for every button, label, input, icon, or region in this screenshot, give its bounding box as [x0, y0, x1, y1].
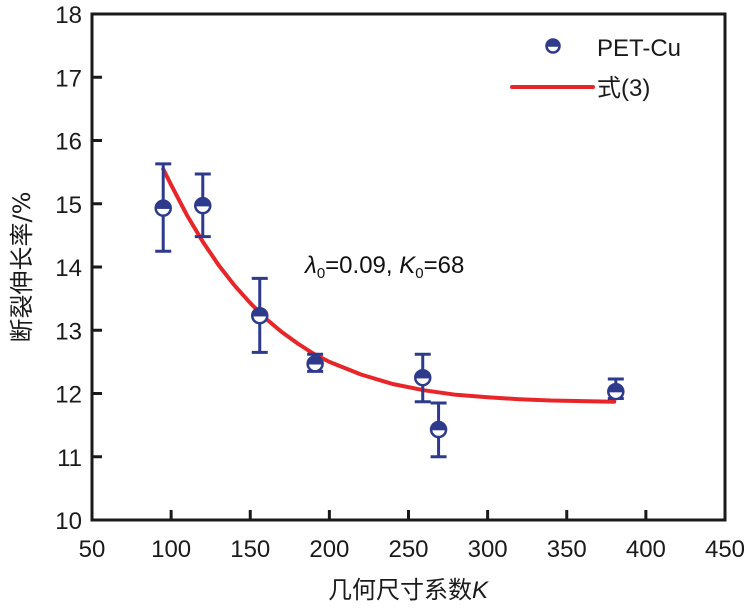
x-tick-label: 250 — [388, 536, 428, 563]
point-marker — [154, 199, 172, 217]
legend-marker-pet-cu — [545, 38, 561, 54]
annot-lambda-sub: 0 — [317, 265, 325, 282]
x-tick-label: 200 — [309, 536, 349, 563]
annot-k-sub: 0 — [415, 265, 423, 282]
x-tick-label: 150 — [230, 536, 270, 563]
annot-lambda: λ — [303, 252, 317, 279]
y-axis-title: 断裂伸长率/% — [8, 192, 36, 343]
marker-fill — [195, 198, 211, 206]
axes: 50 100 150 200 250 300 350 400 450 10 11 12 13 14 15 16… — [55, 2, 745, 563]
y-tick-label: 14 — [55, 255, 82, 282]
marker-fill — [252, 308, 268, 316]
data-point — [607, 377, 625, 401]
point-marker — [413, 368, 432, 387]
annot-k: K — [399, 252, 416, 279]
x-tick-label: 100 — [151, 536, 191, 563]
data-point — [250, 276, 269, 354]
y-tick-label: 16 — [55, 129, 82, 156]
legend: PET-Cu 式(3) — [510, 35, 681, 102]
legend-label-pet-cu: PET-Cu — [597, 35, 681, 62]
annot-k-value: =68 — [424, 252, 465, 279]
point-marker — [607, 382, 625, 401]
fit-curve — [161, 167, 617, 404]
annot-lambda-value: =0.09, — [325, 252, 399, 279]
marker-fill — [608, 384, 624, 392]
y-tick-label: 15 — [55, 192, 82, 219]
legend-label-formula: 式(3) — [597, 75, 650, 102]
x-tick-label: 50 — [79, 536, 106, 563]
marker-fill — [546, 39, 560, 46]
parameter-annotation: λ0=0.09, K0=68 — [303, 252, 464, 282]
data-point — [429, 401, 448, 459]
data-point — [306, 352, 324, 373]
x-tick-label: 350 — [547, 536, 587, 563]
point-marker — [429, 420, 448, 439]
marker-fill — [155, 200, 171, 209]
data-point — [413, 352, 432, 404]
point-marker — [306, 355, 324, 373]
marker-fill — [431, 422, 447, 430]
point-marker — [250, 306, 269, 325]
marker-fill — [415, 370, 431, 378]
x-axis-title-text: 几何尺寸系数 — [328, 576, 472, 604]
marker-fill — [307, 356, 323, 364]
x-axis-title: 几何尺寸系数K — [328, 576, 489, 604]
y-tick-label: 18 — [55, 2, 82, 29]
y-tick-label: 17 — [55, 65, 82, 92]
data-point — [154, 162, 172, 253]
y-tick-label: 11 — [57, 445, 82, 472]
data-point — [194, 172, 212, 239]
x-tick-label: 450 — [705, 536, 745, 563]
x-tick-label: 400 — [626, 536, 666, 563]
y-tick-label: 13 — [55, 318, 82, 345]
point-marker — [194, 196, 212, 215]
y-tick-label: 10 — [55, 508, 82, 535]
x-axis-title-k: K — [472, 577, 489, 604]
plot-area — [154, 162, 625, 459]
x-tick-label: 300 — [468, 536, 508, 563]
legend-marker-symbol — [545, 38, 561, 54]
y-tick-label: 12 — [55, 382, 82, 409]
